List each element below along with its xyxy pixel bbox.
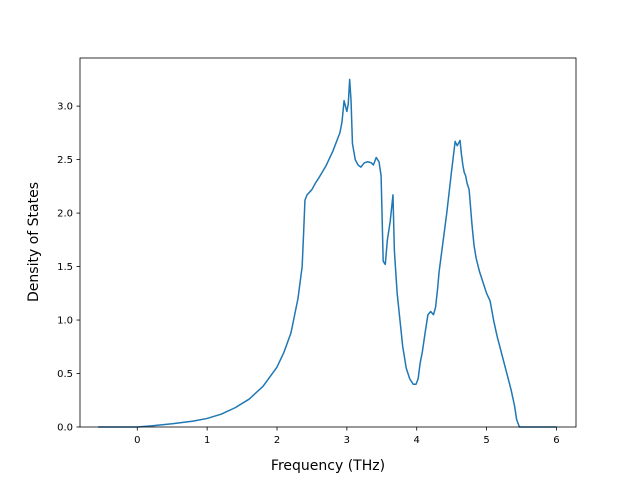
plot-frame (79, 57, 577, 428)
x-tick-label: 3 (344, 435, 350, 446)
x-axis-label: Frequency (THz) (271, 458, 385, 474)
y-tick-label: 2.0 (57, 209, 73, 220)
y-tick-label: 2.5 (57, 155, 73, 166)
x-tick-label: 0 (134, 435, 140, 446)
y-tick-label: 0.0 (57, 423, 73, 434)
y-tick-label: 1.0 (57, 316, 73, 327)
x-tick-label: 1 (204, 435, 210, 446)
series-line (98, 78, 557, 428)
x-axis-ticks: 0 1 2 3 4 5 6 (134, 427, 560, 446)
y-axis-ticks: 0.0 0.5 1.0 1.5 2.0 2.5 3.0 (57, 102, 80, 434)
y-axis-label: Density of States (26, 182, 42, 302)
x-tick-label: 2 (274, 435, 280, 446)
x-tick-label: 5 (483, 435, 489, 446)
y-tick-label: 1.5 (57, 262, 73, 273)
y-tick-label: 0.5 (57, 369, 73, 380)
y-tick-label: 3.0 (57, 102, 73, 113)
x-tick-label: 4 (414, 435, 420, 446)
x-tick-label: 6 (553, 435, 559, 446)
